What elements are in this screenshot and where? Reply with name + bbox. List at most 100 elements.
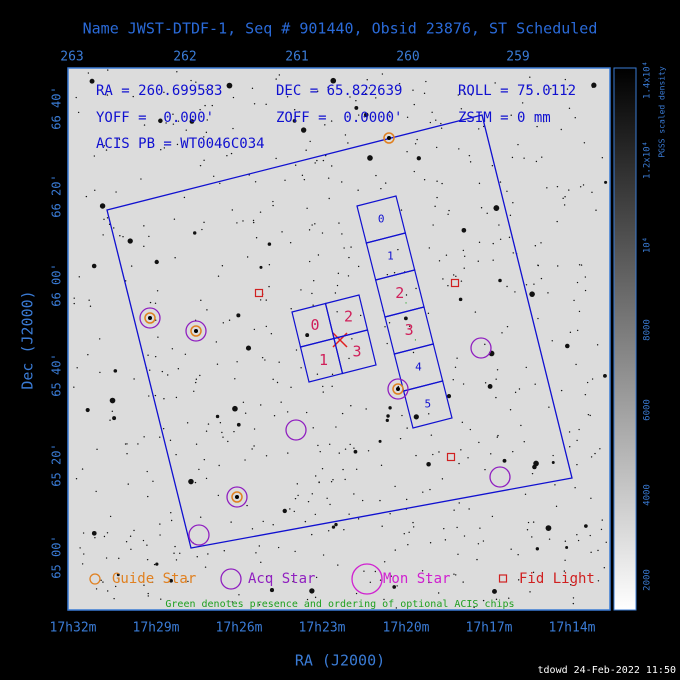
star	[523, 441, 525, 443]
star	[155, 562, 159, 566]
star	[576, 439, 578, 442]
guide-star-core	[387, 136, 391, 140]
star	[156, 290, 159, 292]
star	[415, 287, 417, 290]
star	[230, 521, 232, 523]
star	[428, 413, 430, 415]
star	[231, 209, 234, 211]
star	[568, 189, 570, 191]
star	[143, 124, 146, 126]
star	[294, 550, 296, 553]
star	[354, 105, 359, 110]
star	[184, 353, 187, 356]
star	[535, 547, 540, 551]
colorbar-tick-label: 8000	[643, 319, 653, 341]
star	[305, 333, 310, 338]
star	[265, 103, 267, 106]
star	[313, 280, 315, 282]
star	[344, 448, 347, 450]
star	[118, 557, 120, 560]
left-tick-label: 66 20'	[50, 174, 64, 217]
info-yoff: YOFF = 0.000'	[96, 110, 214, 126]
colorbar-tick-label: 1.2x10⁴	[643, 141, 653, 179]
legend-label: Mon Star	[383, 571, 450, 587]
star	[512, 202, 514, 204]
star	[269, 588, 275, 593]
star	[236, 222, 238, 224]
star	[341, 181, 343, 183]
star	[579, 186, 582, 188]
star	[344, 134, 347, 136]
star	[455, 574, 457, 576]
star	[518, 388, 521, 390]
star	[456, 357, 458, 359]
star	[510, 548, 512, 550]
star	[384, 326, 386, 328]
star	[367, 155, 373, 161]
star	[474, 311, 477, 313]
star	[219, 182, 221, 185]
star	[348, 357, 350, 360]
star	[195, 443, 198, 445]
star	[569, 331, 572, 334]
star	[199, 516, 202, 518]
star	[76, 367, 78, 369]
star	[215, 414, 220, 419]
star	[91, 263, 97, 269]
star	[82, 532, 85, 534]
star	[275, 157, 277, 160]
star	[113, 369, 118, 373]
star	[118, 578, 120, 581]
guide-star-core	[235, 495, 239, 499]
star	[580, 264, 583, 266]
star	[478, 241, 481, 244]
star	[306, 598, 309, 601]
star	[440, 127, 443, 129]
star	[591, 191, 593, 194]
star	[143, 584, 145, 586]
star	[278, 361, 280, 363]
star	[447, 285, 449, 287]
star	[328, 197, 330, 200]
bottom-tick-label: 17h23m	[299, 621, 346, 636]
star	[554, 484, 556, 486]
star	[590, 456, 593, 458]
star	[348, 513, 350, 515]
star	[329, 503, 331, 506]
star	[506, 325, 509, 328]
star	[173, 552, 175, 554]
star	[392, 585, 397, 589]
star	[493, 205, 500, 211]
star	[232, 127, 234, 130]
star	[363, 570, 365, 572]
star	[438, 451, 440, 453]
star	[327, 177, 330, 179]
star	[473, 606, 475, 609]
star	[412, 521, 414, 524]
star	[113, 227, 115, 229]
star	[273, 415, 276, 417]
star	[95, 490, 97, 493]
star	[292, 118, 297, 123]
star	[533, 283, 535, 285]
star	[564, 78, 567, 81]
star	[460, 449, 462, 451]
star	[311, 533, 313, 536]
star	[537, 317, 539, 320]
star	[565, 545, 569, 549]
star	[576, 534, 578, 536]
star	[578, 428, 580, 431]
star	[388, 406, 392, 410]
star	[311, 224, 313, 226]
star	[189, 119, 195, 124]
star	[415, 454, 417, 457]
star	[374, 570, 377, 573]
star	[245, 345, 252, 351]
star	[176, 71, 178, 73]
star	[216, 363, 219, 365]
star	[213, 175, 215, 178]
star	[106, 217, 109, 219]
acis-i-chip-label: 1	[319, 351, 328, 369]
star	[300, 127, 307, 133]
star	[589, 534, 591, 537]
